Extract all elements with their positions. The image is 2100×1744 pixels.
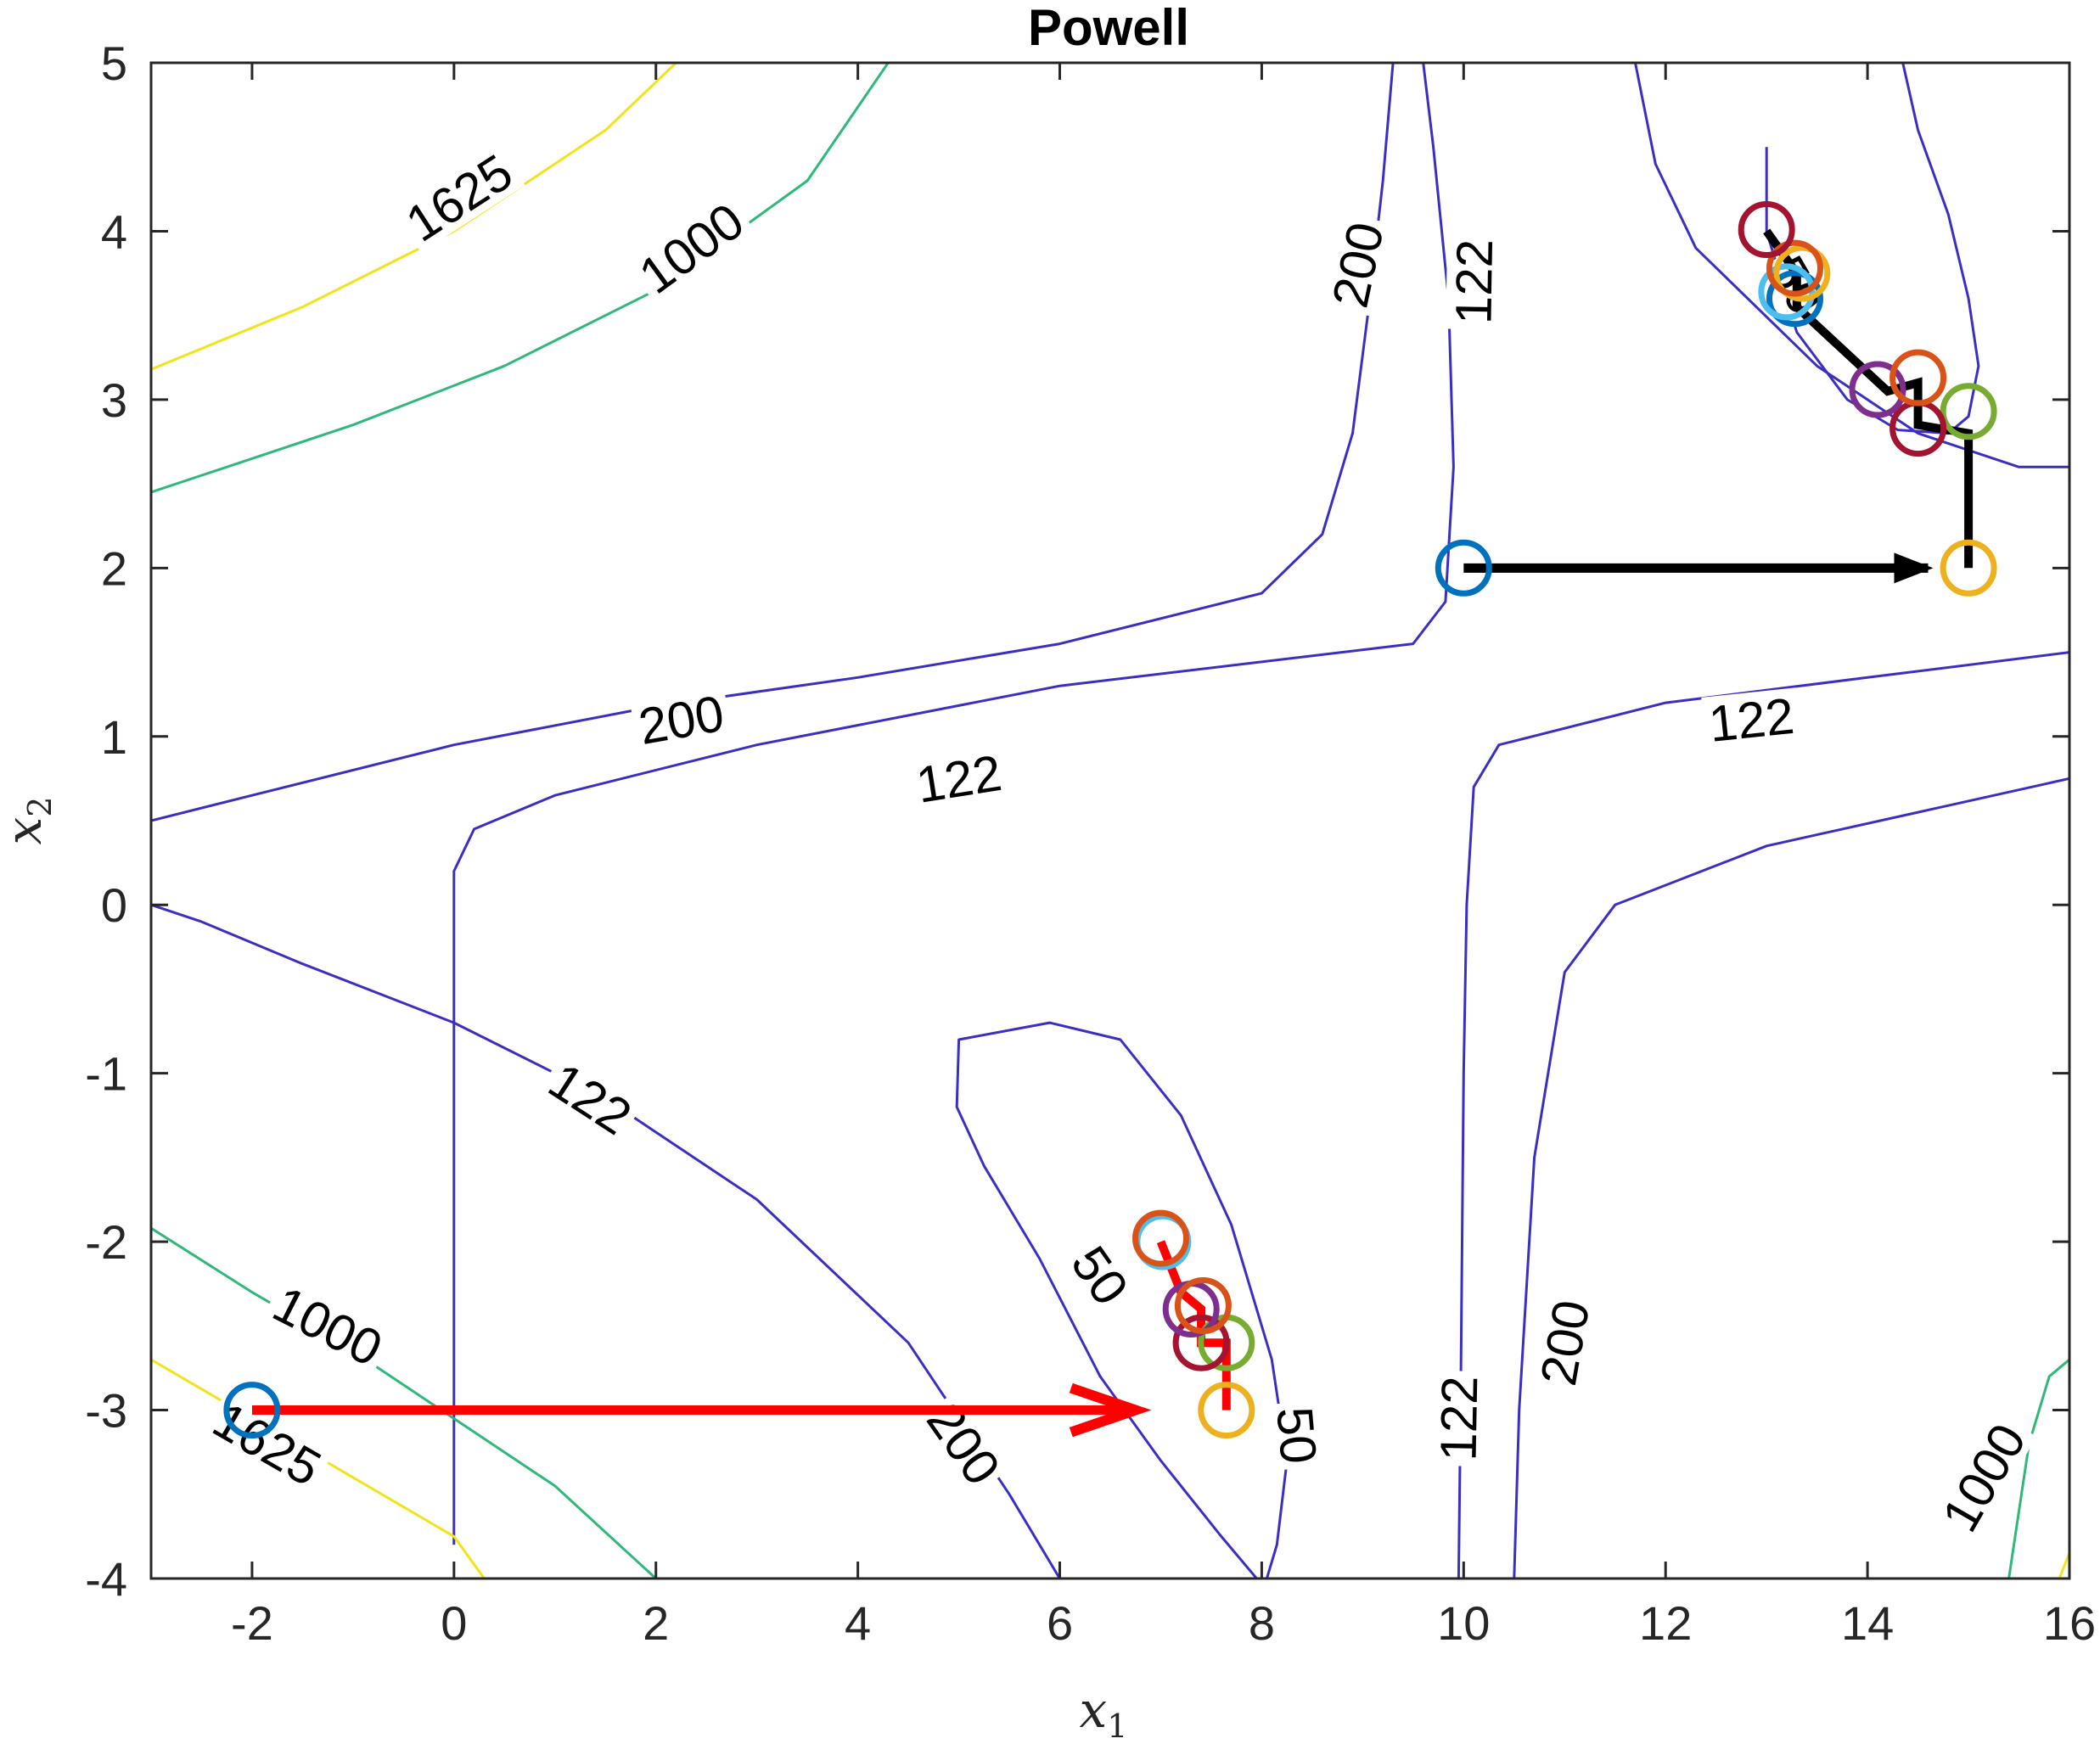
contour-lines [151,63,2069,1579]
iterate-marker-0-8 [1773,244,1831,302]
contour-label-bg [1929,1410,2037,1545]
y-tick-label: 3 [101,373,127,427]
contour-label-122: 122 [1430,1376,1489,1461]
contour-label-bg [1446,233,1501,330]
iterate-marker-0-0 [1435,539,1492,597]
contour-1000-line-2 [2007,1358,2069,1579]
y-tick-label: -2 [85,1215,127,1269]
y-tick-label: 4 [101,205,127,258]
iterate-marker-0-4 [1849,361,1906,418]
contour-200-line-3 [1634,63,2069,468]
x-tick-label: 0 [441,1596,467,1650]
contour-label-bg [1060,1232,1142,1317]
iterate-marker-0-10 [1738,201,1795,258]
contour-label-bg [536,1050,645,1147]
iterate-marker-0-1 [1940,539,1997,597]
y-axis-label-subscript: 2 [21,797,59,817]
y-axis-label: x2 [0,797,59,845]
arrow-head [1894,552,1934,584]
iterate-marker-1-5 [1174,1277,1232,1334]
arrow-head [1069,1382,1152,1438]
contour-122-line-1 [1457,651,2069,1579]
iterate-marker-0-7 [1758,263,1816,321]
optimizer-paths [223,201,1997,1439]
contour-1625-line-2 [2058,1552,2069,1579]
contour-label-bg [1321,212,1393,317]
contour-1625-line-1 [151,1358,486,1579]
contour-label-bg [261,1273,396,1377]
iterate-marker-0-9 [1766,239,1823,297]
contour-label-bg [915,1388,1014,1498]
contour-label-122: 122 [912,744,1005,814]
contour-label-group-3: 122 [1445,233,1503,330]
iterate-marker-0-2 [1940,383,1997,440]
x-tick-label: -2 [231,1596,273,1650]
y-tick-label: 5 [101,36,127,90]
y-tick-label: -3 [85,1384,127,1438]
plot-area [151,63,2069,1579]
contour-label-group-7: 122 [1701,687,1802,753]
iterate-marker-1-1 [1198,1382,1255,1439]
x-axis-label: x1 [1080,1681,1128,1744]
contour-label-group-6: 122 [907,744,1010,814]
optimizer-path-0 [1435,201,1997,597]
contour-1000-line-1 [151,1226,657,1579]
contour-label-bg [1530,1291,1598,1394]
iterate-marker-0-6 [1766,270,1823,328]
x-tick-label: 6 [1047,1596,1073,1650]
chart-title: Powell [1028,0,1189,56]
x-tick-label: 2 [643,1596,669,1650]
contour-label-bg [392,141,525,253]
x-axis-ticks: -2 0 2 4 6 8 10 12 14 16 [231,63,2096,1650]
axes-box [149,61,2071,1580]
contour-label-bg [1268,1399,1328,1471]
contour-label-group-15: 200 [1530,1291,1600,1394]
x-tick-label: 14 [1841,1596,1894,1650]
iterate-marker-1-3 [1172,1314,1230,1371]
iterate-marker-1-7 [1132,1209,1189,1267]
contour-label-bg [1430,1370,1485,1467]
contour-label-group-14: 122 [1430,1370,1489,1467]
x-tick-label: 16 [2043,1596,2096,1650]
x-tick-label: 8 [1249,1596,1275,1650]
iterate-marker-0-5 [1889,349,1947,407]
x-tick-label: 10 [1437,1596,1490,1650]
contour-label-50: 50 [1266,1405,1328,1466]
y-axis-ticks: -4 -3 -2 -1 0 1 2 3 4 5 [85,36,2069,1606]
contour-200-line-2 [1513,777,2069,1579]
contour-label-bg [1701,687,1802,750]
y-tick-label: 2 [101,541,127,595]
y-tick-label: 1 [101,710,127,764]
y-tick-label: -1 [85,1047,127,1101]
y-axis-label-base: x [0,817,53,845]
x-axis-label-base: x [1080,1681,1108,1739]
contour-label-bg [629,684,733,754]
optimizer-path-1 [223,1209,1255,1439]
contour-label-bg [200,1388,335,1497]
contour-label-122: 122 [1706,687,1797,753]
contour-label-bg [625,189,757,306]
x-tick-label: 12 [1639,1596,1692,1650]
x-tick-label: 4 [845,1596,871,1650]
x-axis-label-subscript: 1 [1107,1708,1127,1744]
iterate-marker-1-0 [223,1382,281,1439]
y-tick-label: -4 [85,1552,127,1606]
contour-label-bg [907,744,1010,811]
contour-label-122: 122 [1445,238,1503,324]
contour-1000-line-0 [151,63,890,494]
contour-label-group-13: 50 [1266,1399,1328,1471]
y-tick-label: 0 [101,878,127,932]
